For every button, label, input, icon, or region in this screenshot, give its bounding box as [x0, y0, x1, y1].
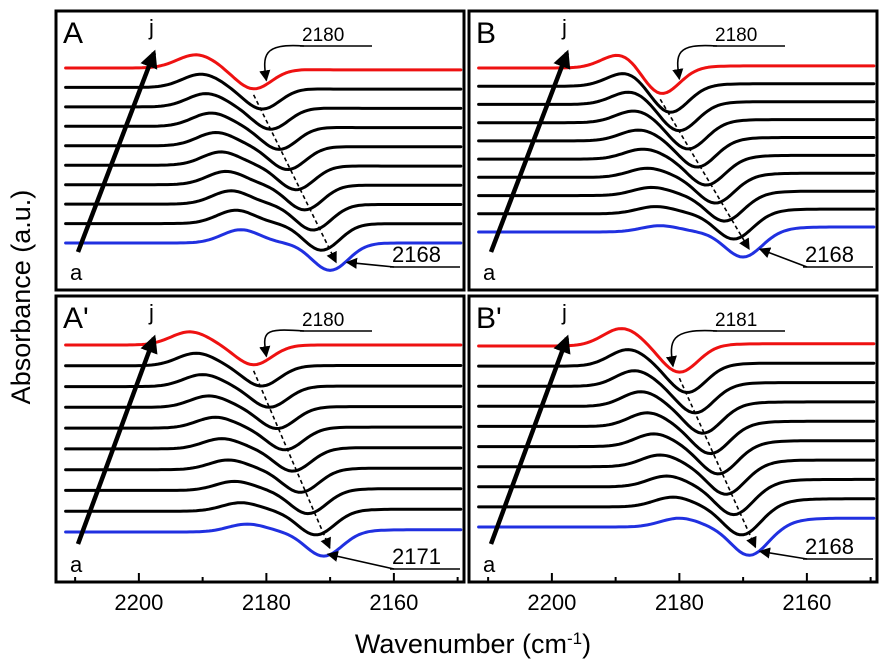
peak-arrow-a-2180 [259, 44, 305, 82]
series-end-label-b: j [561, 15, 567, 40]
y-axis-label: Absorbance (a.u.) [6, 190, 36, 405]
spectrum-b-prime-e [477, 432, 876, 476]
peak-label-a-prime-2180: 2180 [302, 310, 344, 331]
trend-line-b-prime [678, 377, 757, 549]
panel-label-a-prime: A' [63, 302, 89, 335]
peak-label-b-prime-2181: 2181 [715, 310, 757, 331]
peak-arrow-b-prime-2168 [758, 547, 808, 560]
spectrum-b-h [477, 90, 876, 133]
peak-label-a-prime-2171: 2171 [392, 544, 441, 569]
spectrum-b-prime-j [477, 327, 876, 374]
panel-frame-a [54, 9, 466, 292]
spectrum-b-d [477, 166, 876, 205]
spectrum-b-e [477, 147, 876, 187]
spectrum-b-prime-f [477, 411, 876, 456]
peak-arrow-b-prime-2181 [665, 329, 718, 368]
series-order-arrow-b-prime [488, 334, 571, 545]
trend-line-b [659, 98, 750, 250]
peak-label-a-2168: 2168 [392, 242, 441, 267]
panel-frame-b [467, 9, 879, 292]
x-tick-label-b-prime-2160: 2160 [782, 590, 831, 615]
spectrum-b-prime-c [477, 474, 876, 517]
peak-arrow-b-2168 [758, 247, 808, 268]
spectrum-a-e [64, 150, 463, 192]
panel-frame-b-prime [467, 294, 879, 584]
spectrum-a-prime-e [64, 437, 463, 473]
peak-arrow-a-prime-2180 [259, 329, 305, 358]
x-tick-label-a-prime-2200: 2200 [114, 590, 163, 615]
spectrum-a-prime-f [64, 415, 463, 452]
spectrum-a-prime-j [64, 330, 463, 367]
spectrum-b-f [477, 128, 876, 169]
spectrum-b-prime-b [477, 495, 876, 537]
panel-frame-a-prime [54, 294, 466, 584]
panel-label-b-prime: B' [476, 302, 502, 335]
panel-b: Ba j 2180 2168 [476, 15, 876, 285]
x-axis-label: Wavenumber (cm-1) [355, 629, 591, 660]
spectrum-a-b [64, 208, 463, 252]
series-end-label-b-prime: j [561, 300, 567, 325]
spectrum-b-g [477, 109, 876, 151]
panel-a: Aa j 2180 2168 [63, 15, 463, 285]
peak-arrow-a-2168 [345, 257, 395, 269]
panel-label-b: B [476, 17, 496, 50]
panels-layer: Aa j 2180 2168 Ba j 2180 2168 A' a j 2180 2171 B' a j 21… [63, 15, 876, 577]
spectrum-b-prime-h [477, 369, 876, 415]
spectrum-a-prime-h [64, 373, 463, 409]
peak-arrow-b-2180 [672, 44, 718, 81]
peak-label-a-2180: 2180 [302, 25, 344, 46]
spectrum-b-j [477, 53, 876, 95]
series-start-label-a: a [70, 260, 83, 285]
spectrum-a-prime-i [64, 351, 463, 388]
spectrum-a-f [64, 131, 463, 171]
spectrum-a-prime-c [64, 479, 463, 516]
spectrum-b-a [477, 224, 876, 259]
peak-label-b-2180: 2180 [715, 25, 757, 46]
x-tick-label-a-prime-2180: 2180 [242, 590, 291, 615]
x-tick-label-b-prime-2180: 2180 [655, 590, 704, 615]
spectrum-b-prime-d [477, 453, 876, 496]
spectrum-a-i [64, 72, 463, 111]
spectrum-b-b [477, 205, 876, 241]
series-order-arrow-b [488, 49, 571, 253]
series-end-label-a: j [148, 15, 154, 40]
spectrum-b-prime-i [477, 348, 876, 394]
panel-label-a: A [63, 17, 83, 50]
spectrum-a-prime-g [64, 394, 463, 430]
series-start-label-b: a [483, 260, 496, 285]
series-order-arrow-a [75, 49, 158, 253]
trend-line-a [252, 94, 337, 264]
series-start-label-a-prime: a [70, 552, 83, 577]
spectrum-b-i [477, 72, 876, 114]
x-axis: 2200 2180 2160 2200 2180 2160 [74, 573, 872, 615]
spectrum-a-c [64, 189, 463, 232]
x-tick-label-a-prime-2160: 2160 [369, 590, 418, 615]
spectrum-a-j [64, 53, 463, 91]
spectrum-a-prime-d [64, 458, 463, 494]
peak-arrow-a-prime-2171 [326, 550, 395, 570]
series-start-label-b-prime: a [483, 552, 496, 577]
spectrum-b-prime-a [477, 516, 876, 557]
spectrum-b-prime-g [477, 390, 876, 435]
series-end-label-a-prime: j [148, 300, 154, 325]
peak-label-b-2168: 2168 [805, 242, 854, 267]
series-order-arrow-a-prime [75, 334, 158, 545]
spectrum-a-d [64, 169, 463, 212]
spectrum-b-c [477, 185, 876, 223]
spectrum-a-g [64, 111, 463, 151]
spectrum-a-prime-a [64, 522, 463, 558]
panel-b-prime: B' a j 2181 2168 [476, 300, 876, 577]
spectrum-a-prime-b [64, 501, 463, 537]
spectrum-a-a [64, 228, 463, 272]
x-tick-label-b-prime-2200: 2200 [527, 590, 576, 615]
peak-label-b-prime-2168: 2168 [805, 534, 854, 559]
panel-a-prime: A' a j 2180 2171 [63, 300, 463, 577]
